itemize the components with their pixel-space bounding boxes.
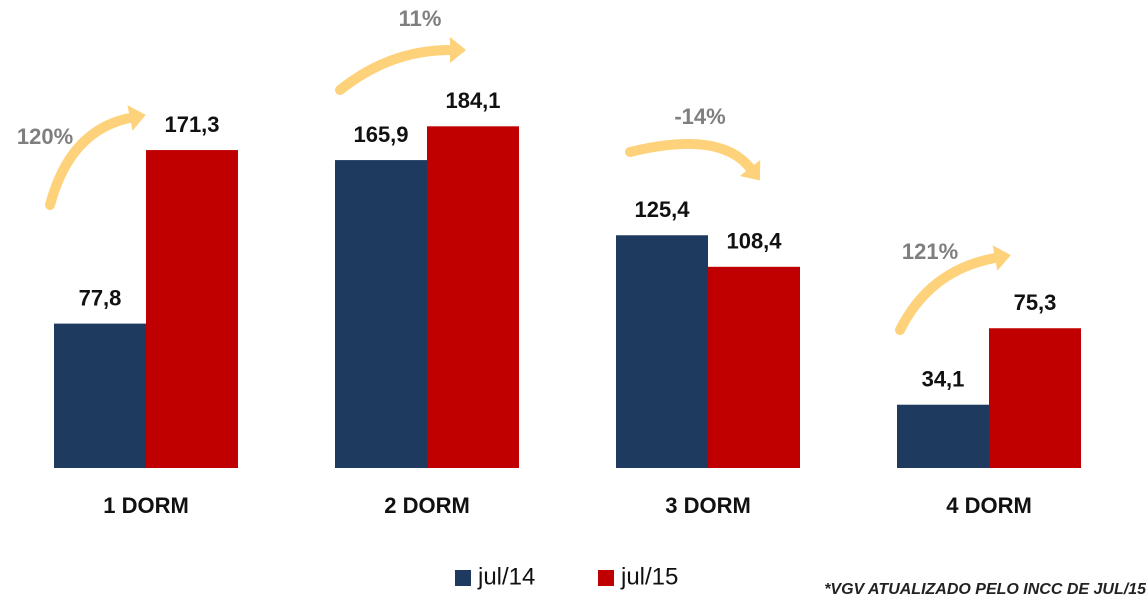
x-tick-label: 1 DORM <box>103 493 189 518</box>
x-tick-label: 4 DORM <box>946 493 1032 518</box>
arrow-head <box>450 37 466 63</box>
annotation: -14% <box>674 104 725 129</box>
x-tick-label: 3 DORM <box>665 493 751 518</box>
data-label: 108,4 <box>726 229 782 254</box>
data-label: 184,1 <box>445 88 500 113</box>
data-label: 171,3 <box>164 112 219 137</box>
growth-arrow <box>45 113 135 210</box>
data-label: 75,3 <box>1014 290 1057 315</box>
legend-label: jul/15 <box>620 563 678 590</box>
bar <box>989 328 1081 468</box>
data-label: 77,8 <box>79 285 122 310</box>
growth-arrow <box>895 253 1000 335</box>
bar <box>427 126 519 469</box>
bar <box>616 235 708 468</box>
arrow-head <box>739 159 761 181</box>
legend-label: jul/14 <box>477 563 535 590</box>
bar <box>54 323 146 468</box>
data-label: 34,1 <box>922 367 965 392</box>
arrow-head <box>992 245 1011 271</box>
footnote: *VGV ATUALIZADO PELO INCC DE JUL/15 <box>824 581 1146 598</box>
legend-swatch <box>455 570 471 586</box>
bar <box>335 160 427 468</box>
legend-swatch <box>598 570 614 586</box>
annotation: 11% <box>399 6 442 31</box>
bar <box>146 150 238 468</box>
data-label: 165,9 <box>353 122 408 147</box>
bar <box>897 404 989 468</box>
data-label: 125,4 <box>634 197 690 222</box>
arrow-head <box>127 105 146 131</box>
growth-arrow <box>335 45 455 95</box>
growth-arrow <box>625 139 755 173</box>
annotation: 121% <box>902 239 958 264</box>
annotation: 120% <box>17 124 73 149</box>
x-tick-label: 2 DORM <box>384 493 470 518</box>
bar <box>708 266 800 468</box>
